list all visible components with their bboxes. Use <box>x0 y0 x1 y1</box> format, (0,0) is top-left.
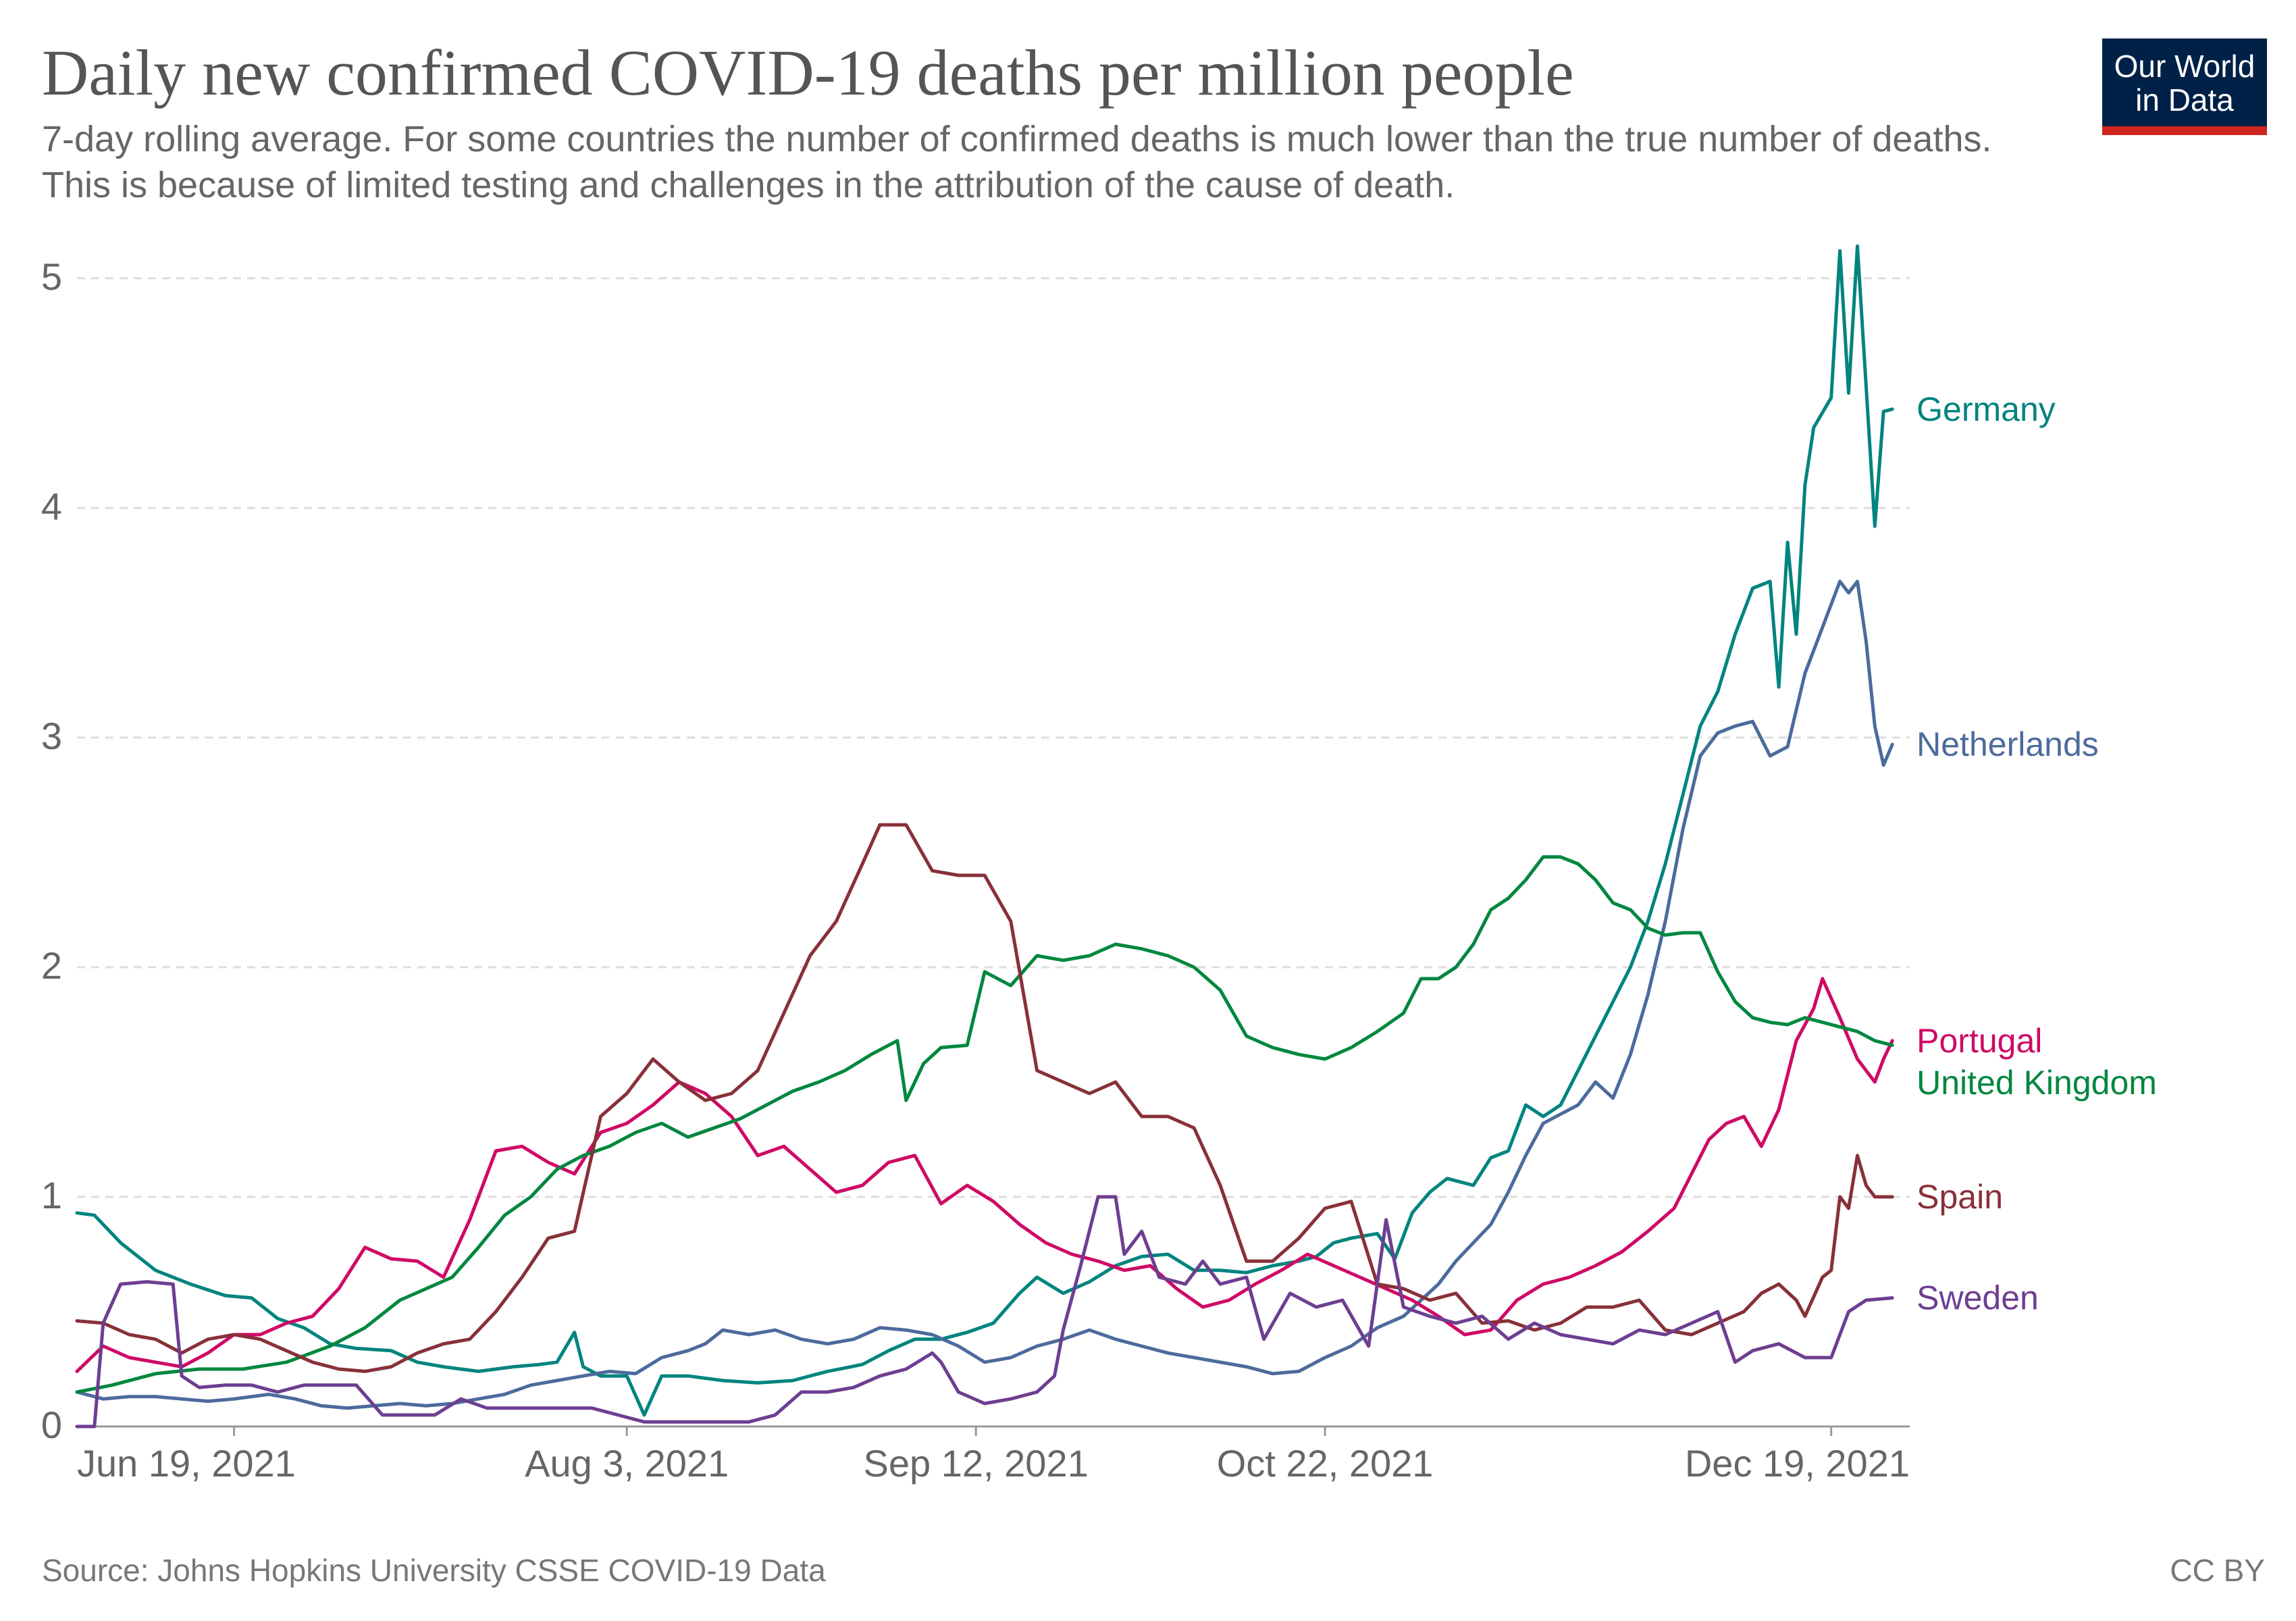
series-label-sweden[interactable]: Sweden <box>1916 1279 2039 1317</box>
series-label-spain[interactable]: Spain <box>1916 1178 2003 1216</box>
series-line-sweden[interactable] <box>75 1195 1894 1429</box>
x-tick-label: Jun 19, 2021 <box>77 1442 296 1485</box>
y-axis-ticks: 0 1 2 3 4 5 <box>41 255 62 1446</box>
series-label-portugal[interactable]: Portugal <box>1916 1022 2042 1060</box>
x-tick-label: Oct 22, 2021 <box>1217 1442 1434 1485</box>
series-label-germany[interactable]: Germany <box>1916 390 2056 428</box>
owid-logo[interactable]: Our World in Data <box>2102 38 2267 135</box>
logo-line-2: in Data <box>2135 82 2234 118</box>
grid-lines <box>77 277 1910 1198</box>
y-tick-label: 0 <box>41 1404 62 1446</box>
license-note[interactable]: CC BY <box>2170 1553 2265 1588</box>
x-tick-label: Dec 19, 2021 <box>1685 1442 1910 1485</box>
logo-line-1: Our World <box>2114 49 2255 84</box>
series-labels: Germany Netherlands Portugal United Kingdom… <box>1916 390 2157 1317</box>
series-line-germany[interactable] <box>75 244 1894 1417</box>
source-note[interactable]: Source: Johns Hopkins University CSSE CO… <box>42 1553 826 1588</box>
series-label-united-kingdom[interactable]: United Kingdom <box>1916 1064 2157 1102</box>
y-tick-label: 2 <box>41 944 62 987</box>
y-tick-label: 4 <box>41 485 62 528</box>
y-tick-label: 3 <box>41 715 62 757</box>
x-tick-label: Sep 12, 2021 <box>864 1442 1089 1485</box>
series-lines <box>75 244 1894 1429</box>
series-line-spain[interactable] <box>75 823 1894 1373</box>
series-line-netherlands[interactable] <box>75 580 1894 1410</box>
series-label-netherlands[interactable]: Netherlands <box>1916 725 2099 763</box>
y-tick-label: 5 <box>41 255 62 298</box>
x-tick-label: Aug 3, 2021 <box>525 1442 729 1485</box>
logo-accent-bar <box>2102 126 2267 135</box>
y-tick-label: 1 <box>41 1174 62 1216</box>
series-line-portugal[interactable] <box>75 977 1894 1373</box>
chart-subtitle: 7-day rolling average. For some countrie… <box>42 119 1992 205</box>
x-axis: Jun 19, 2021 Aug 3, 2021 Sep 12, 2021 Oct 2… <box>77 1425 1910 1485</box>
series-line-united-kingdom[interactable] <box>75 855 1894 1394</box>
chart-title: Daily new confirmed COVID-19 deaths per … <box>42 36 1574 109</box>
